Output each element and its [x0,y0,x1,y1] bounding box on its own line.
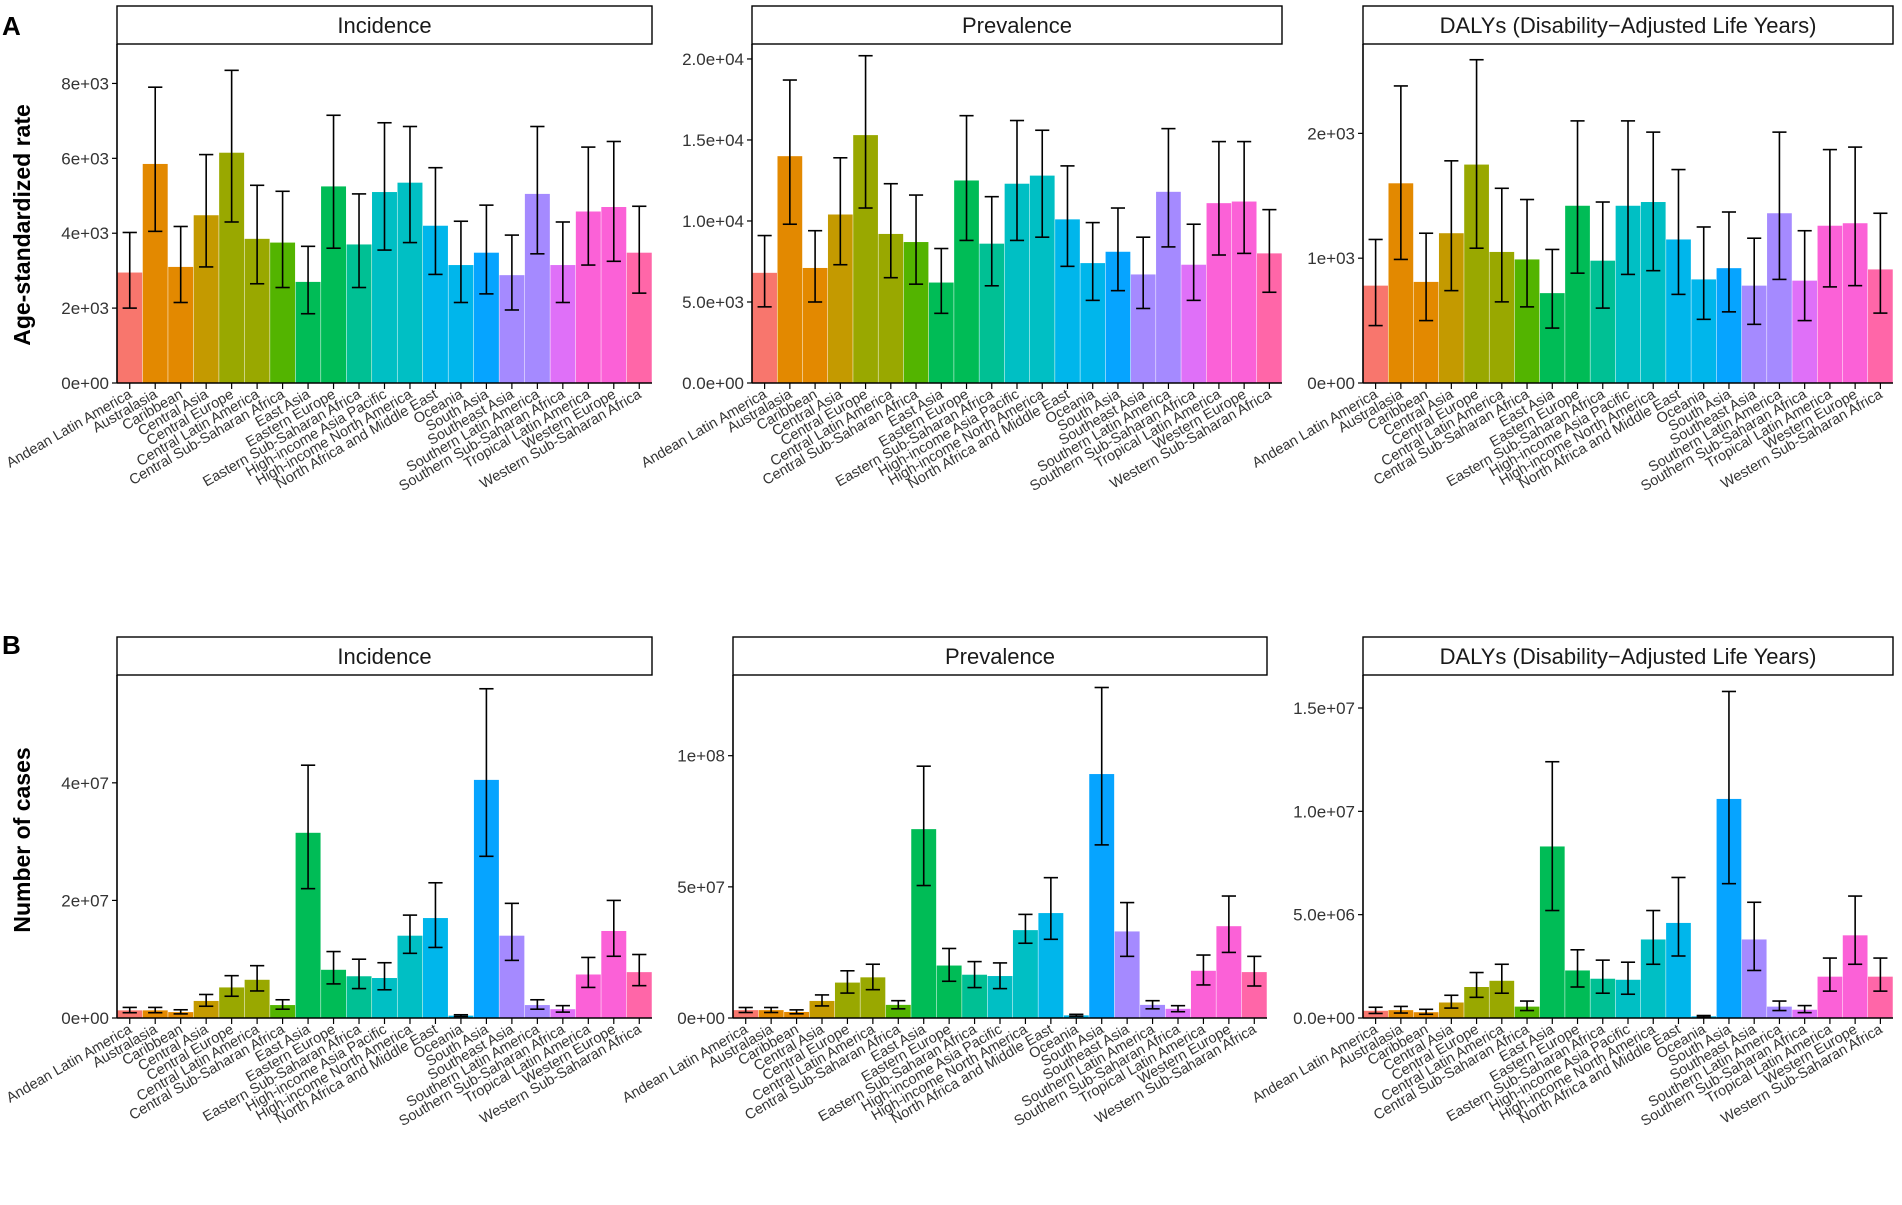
panel-label-b: B [2,630,21,660]
bar [1363,1010,1388,1018]
y-tick-label: 1.0e+04 [682,212,744,231]
row-a-y-axis-label: Age-standardized rate [9,104,35,346]
row-b-y-axis-label: Number of cases [9,747,35,932]
facet-title: Incidence [337,644,431,669]
bar [1012,930,1038,1018]
chart-panel-b-3: DALYs (Disability−Adjusted Life Years) An… [1250,636,1894,1130]
bar [1413,1012,1439,1018]
bar [1767,1006,1792,1018]
bar [142,1010,168,1018]
facet-strip [732,636,1268,676]
facet-title: Prevalence [962,13,1072,38]
facet-title: DALYs (Disability−Adjusted Life Years) [1440,13,1817,38]
y-tick-label: 2.0e+04 [682,50,744,69]
bar [270,1005,296,1018]
y-tick-label: 8e+03 [61,74,109,93]
facet-title: DALYs (Disability−Adjusted Life Years) [1440,644,1817,669]
bar [193,1000,219,1018]
y-tick-label: 5e+07 [677,878,725,897]
y-tick-label: 4e+07 [61,774,109,793]
y-tick-label: 0e+00 [61,1009,109,1028]
y-tick-label: 5.0e+03 [682,293,744,312]
y-tick-label: 4e+03 [61,224,109,243]
x-tick-label: Andean Latin America [639,386,771,471]
facet-strip [116,5,653,45]
bar [168,1012,194,1018]
y-tick-label: 1.5e+07 [1293,699,1355,718]
y-tick-label: 0e+00 [1307,374,1355,393]
y-tick-label: 2e+03 [61,299,109,318]
facet-strip [1362,5,1894,45]
bar [784,1011,810,1018]
y-tick-label: 2e+03 [1307,124,1355,143]
y-tick-label: 1.0e+07 [1293,802,1355,821]
facet-title: Incidence [337,13,431,38]
bar [1792,1009,1818,1018]
y-tick-label: 6e+03 [61,149,109,168]
y-tick-label: 0.0e+00 [1293,1009,1355,1028]
bar [117,1010,143,1018]
x-tick-label: Andean Latin America [1250,1021,1382,1106]
bar [733,1010,759,1018]
bar [1388,1010,1414,1018]
y-tick-label: 5.0e+06 [1293,906,1355,925]
facet-strip [116,636,653,676]
y-tick-label: 0e+00 [61,374,109,393]
bar [758,1010,784,1018]
chart-panel-a-3: DALYs (Disability−Adjusted Life Years)An… [1250,5,1894,495]
y-tick-label: 1e+08 [677,747,725,766]
x-tick-label: Andean Latin America [4,386,136,471]
y-tick-label: 0e+00 [677,1009,725,1028]
bar [524,1005,550,1018]
y-tick-label: 2e+07 [61,891,109,910]
panel-label-a: A [2,11,21,41]
bar [1438,1002,1464,1018]
bar [550,1009,576,1018]
bar [1165,1008,1191,1018]
y-tick-label: 0.0e+00 [682,374,744,393]
y-tick-label: 1.5e+04 [682,131,744,150]
facet-strip [751,5,1283,45]
x-tick-label: Andean Latin America [4,1021,136,1106]
facet-strip [1362,636,1894,676]
facet-title: Prevalence [945,644,1055,669]
bar [1514,1006,1540,1018]
y-tick-label: 1e+03 [1307,249,1355,268]
